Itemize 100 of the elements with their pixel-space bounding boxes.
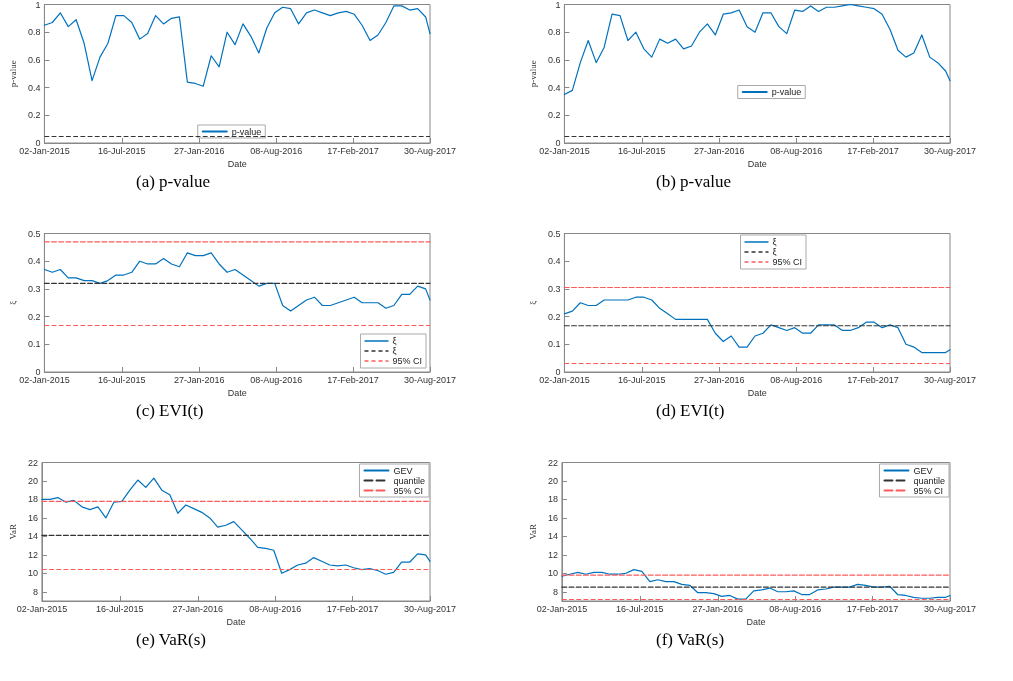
x-tick-label: 30-Aug-2017 (923, 145, 977, 156)
y-tick-label: 0 (555, 367, 561, 377)
y-axis-title: p-value (7, 60, 18, 88)
legend-label: ξ (772, 247, 777, 257)
y-tick-label: 10 (547, 568, 558, 579)
y-tick-label: 0.3 (547, 283, 561, 294)
x-tick-label: 08-Aug-2016 (250, 374, 303, 385)
x-axis-title: Date (226, 617, 246, 628)
x-tick-label: 27-Jan-2016 (692, 603, 744, 614)
y-tick-label: 18 (27, 494, 38, 505)
x-tick-label: 30-Aug-2017 (923, 603, 977, 614)
legend-label: p-value (231, 126, 262, 137)
x-tick-label: 16-Jul-2015 (96, 603, 144, 614)
x-tick-label: 02-Jan-2015 (539, 374, 590, 385)
legend-label: ξ (392, 346, 397, 356)
y-tick-label: 12 (547, 549, 558, 560)
legend-label: 95% CI (393, 485, 423, 496)
y-axis-title: VaR (7, 524, 18, 540)
y-tick-label: 8 (552, 586, 558, 597)
line-series (41, 477, 431, 575)
legend-label: quantile (393, 475, 425, 486)
y-tick-label: 14 (27, 531, 38, 542)
line-series (43, 5, 431, 87)
x-axis-title: Date (227, 159, 247, 170)
text: (a) p-value (136, 172, 211, 191)
y-tick-label: 14 (547, 531, 558, 542)
legend-label: GEV (393, 465, 413, 476)
x-tick-label: 27-Jan-2016 (172, 603, 224, 614)
y-tick-label: 0.2 (547, 311, 561, 322)
x-tick-label: 30-Aug-2017 (403, 145, 457, 156)
text: (e) VaR(s) (136, 630, 207, 649)
x-axis-title: Date (746, 617, 766, 628)
y-tick-label: 0.1 (27, 339, 41, 350)
x-tick-label: 08-Aug-2016 (770, 374, 823, 385)
y-tick-label: 0.4 (27, 256, 41, 267)
y-tick-label: 0.8 (27, 27, 41, 38)
y-tick-label: 0.5 (547, 228, 561, 239)
x-axis-title: Date (747, 388, 767, 399)
y-tick-label: 0.5 (27, 228, 41, 239)
legend-label: ξ (772, 237, 777, 247)
x-tick-label: 30-Aug-2017 (403, 603, 457, 614)
legend-label: 95% CI (392, 356, 422, 366)
line-series (563, 296, 951, 354)
y-tick-label: 22 (547, 457, 558, 468)
y-tick-label: 0.4 (547, 256, 561, 267)
y-tick-label: 0.2 (27, 311, 41, 322)
x-tick-label: 17-Feb-2017 (326, 603, 379, 614)
x-tick-label: 17-Feb-2017 (327, 374, 379, 385)
x-tick-label: 08-Aug-2016 (770, 145, 823, 156)
y-tick-label: 0.3 (27, 283, 41, 294)
y-tick-label: 0.1 (547, 339, 561, 350)
x-tick-label: 27-Jan-2016 (694, 145, 745, 156)
y-tick-label: 0 (35, 138, 41, 148)
x-tick-label: 17-Feb-2017 (847, 374, 899, 385)
x-tick-label: 16-Jul-2015 (98, 145, 146, 156)
legend-label: 95% CI (772, 257, 803, 267)
legend-label: ξ (392, 336, 397, 346)
x-tick-label: 30-Aug-2017 (403, 374, 457, 385)
text: (f) VaR(s) (656, 630, 725, 649)
y-tick-label: 10 (27, 568, 38, 579)
y-tick-label: 16 (547, 512, 558, 523)
x-tick-label: 02-Jan-2015 (19, 145, 70, 156)
y-axis-title: ξ (527, 300, 538, 305)
y-tick-label: 0.6 (547, 54, 561, 65)
y-axis-title: p-value (527, 60, 538, 88)
y-tick-label: 22 (27, 457, 38, 468)
legend-label: p-value (771, 87, 802, 97)
y-tick-label: 0 (555, 138, 561, 148)
x-tick-label: 30-Aug-2017 (923, 374, 977, 385)
text: (d) EVI(t) (656, 401, 725, 420)
x-tick-label: 17-Feb-2017 (846, 603, 899, 614)
y-tick-label: 0.4 (547, 82, 561, 93)
legend-label: 95% CI (913, 485, 943, 496)
x-tick-label: 16-Jul-2015 (616, 603, 664, 614)
y-tick-label: 0.4 (27, 82, 41, 93)
x-tick-label: 27-Jan-2016 (174, 374, 225, 385)
y-tick-label: 20 (27, 475, 38, 486)
y-tick-label: 0 (35, 367, 41, 377)
x-tick-label: 27-Jan-2016 (694, 374, 745, 385)
y-tick-label: 0.8 (547, 27, 561, 38)
y-tick-label: 12 (27, 549, 38, 560)
x-tick-label: 17-Feb-2017 (327, 145, 379, 156)
y-tick-label: 0.2 (27, 110, 41, 121)
x-tick-label: 02-Jan-2015 (16, 603, 68, 614)
line-series (563, 3, 951, 96)
x-tick-label: 16-Jul-2015 (618, 374, 666, 385)
text: (c) EVI(t) (136, 401, 204, 420)
y-tick-label: 0.2 (547, 110, 561, 121)
x-tick-label: 02-Jan-2015 (539, 145, 590, 156)
x-tick-label: 16-Jul-2015 (618, 145, 666, 156)
x-tick-label: 16-Jul-2015 (98, 374, 146, 385)
x-tick-label: 02-Jan-2015 (536, 603, 588, 614)
x-axis-title: Date (227, 388, 247, 399)
x-tick-label: 02-Jan-2015 (19, 374, 70, 385)
x-tick-label: 17-Feb-2017 (847, 145, 899, 156)
x-tick-label: 08-Aug-2016 (769, 603, 822, 614)
legend-label: quantile (913, 475, 945, 486)
legend-label: GEV (913, 465, 933, 476)
y-axis-title: ξ (7, 300, 18, 305)
y-tick-label: 8 (32, 586, 38, 597)
